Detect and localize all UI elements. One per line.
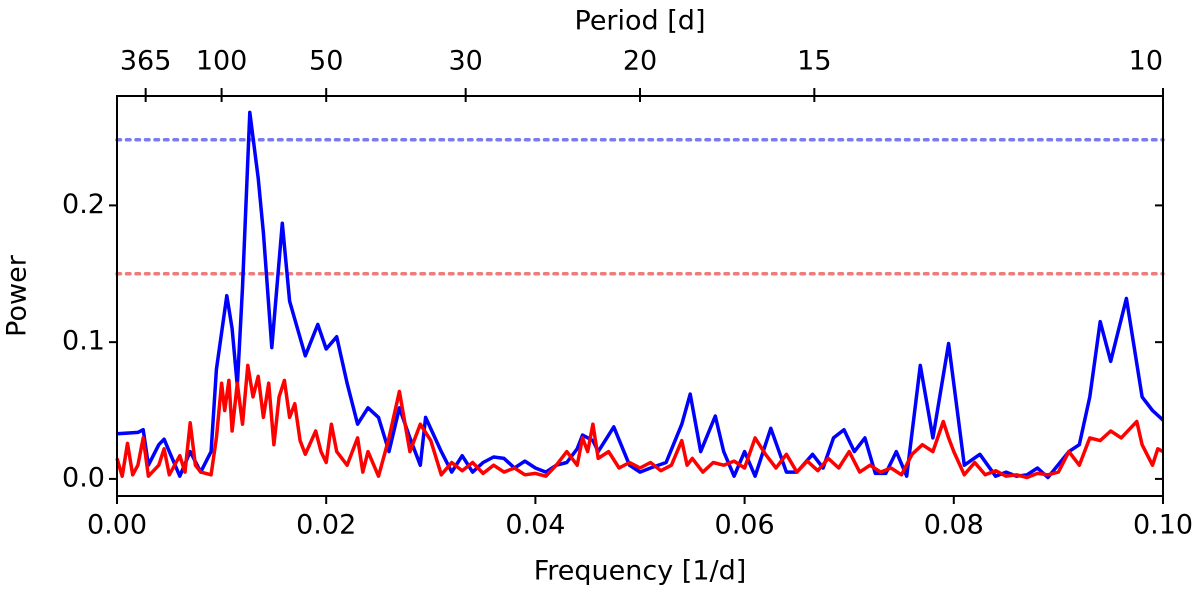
top-tick-label: 50 [309, 46, 343, 77]
top-tick-label: 100 [196, 46, 248, 77]
x-tick-label: 0.06 [715, 510, 775, 541]
top-tick-label: 15 [797, 46, 831, 77]
top-tick-label: 30 [448, 46, 482, 77]
x-tick-label: 0.08 [924, 510, 984, 541]
y-axis-label: Power [2, 254, 33, 337]
x-tick-label: 0.04 [505, 510, 565, 541]
y-tick-label: 0.1 [62, 326, 105, 357]
x-tick-label: 0.00 [87, 510, 147, 541]
top-tick-label: 365 [120, 46, 172, 77]
series-line [115, 363, 1164, 480]
top-tick-label: 20 [623, 46, 657, 77]
y-tick-label: 0.2 [62, 189, 105, 220]
y-tick-label: 0.0 [62, 462, 105, 493]
top-axis-label: Period [d] [575, 6, 706, 37]
x-axis-label: Frequency [1/d] [534, 556, 747, 587]
x-tick-label: 0.02 [296, 510, 356, 541]
top-tick-label: 10 [1129, 46, 1163, 77]
x-tick-label: 0.10 [1133, 510, 1193, 541]
series-line [116, 110, 1165, 480]
